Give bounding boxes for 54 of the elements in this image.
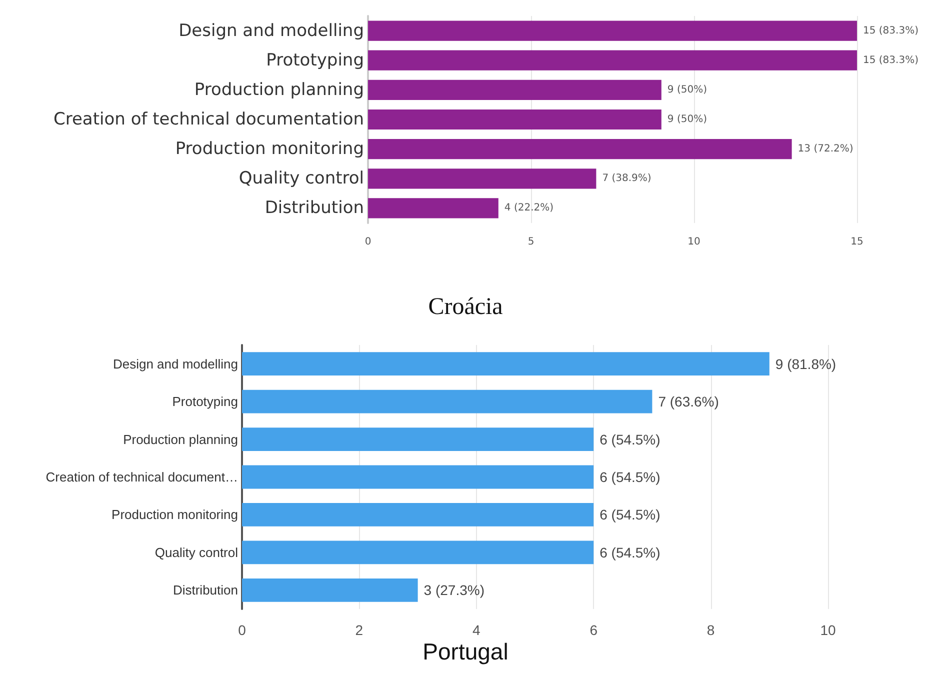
y-tick-label: Quality control: [238, 168, 364, 189]
bar: [242, 540, 594, 564]
data-label: 3 (27.3%): [424, 582, 485, 598]
bar: [242, 503, 594, 526]
x-tick-label: 10: [688, 236, 700, 248]
y-tick-label: Creation of technical document…: [46, 470, 238, 484]
x-tick-label: 6: [590, 622, 598, 638]
data-label: 15 (83.3%): [863, 54, 919, 66]
y-tick-label: Prototyping: [266, 50, 364, 70]
bar: [368, 50, 857, 70]
bar: [368, 168, 596, 189]
bar: [368, 139, 792, 160]
y-tick-label: Production planning: [194, 80, 364, 100]
data-label: 9 (50%): [667, 84, 708, 96]
y-tick-label: Design and modelling: [112, 356, 238, 372]
bar: [242, 428, 594, 451]
x-tick-label: 0: [364, 236, 372, 248]
data-label: 13 (72.2%): [798, 144, 854, 155]
data-label: 6 (54.5%): [600, 506, 660, 523]
x-tick-label: 5: [528, 236, 534, 248]
y-tick-label: Quality control: [154, 544, 238, 560]
y-tick-label: Distribution: [264, 198, 364, 218]
y-tick-label: Distribution: [172, 582, 238, 598]
data-label: 15 (83.3%): [863, 25, 919, 36]
data-label: 7 (38.9%): [602, 173, 652, 184]
data-label: 4 (22.2%): [504, 202, 554, 214]
data-label: 6 (54.5%): [600, 431, 660, 448]
bar: [368, 20, 857, 41]
y-tick-label: Production monitoring: [112, 507, 238, 522]
data-label: 6 (54.5%): [600, 469, 660, 485]
x-tick-label: 4: [472, 622, 480, 638]
data-label: 9 (50%): [667, 114, 708, 125]
y-tick-label: Prototyping: [172, 394, 238, 410]
bar: [242, 352, 770, 376]
text: Croácia: [428, 294, 504, 320]
x-tick-label: 8: [706, 622, 715, 638]
data-label: 9 (81.8%): [775, 356, 836, 372]
x-tick-label: 0: [238, 622, 246, 638]
y-tick-label: Production planning: [123, 432, 238, 447]
bar: [242, 465, 594, 489]
y-tick-label: Production monitoring: [175, 139, 364, 160]
y-tick-label: Creation of technical documentation: [53, 110, 364, 130]
y-tick-label: Design and modelling: [178, 20, 364, 41]
bar: [368, 109, 662, 130]
bar: [242, 578, 418, 602]
bar: [242, 390, 652, 414]
x-tick-label: 10: [820, 622, 836, 638]
data-label: 6 (54.5%): [600, 544, 660, 560]
data-label: 7 (63.6%): [658, 394, 719, 410]
text: Portugal: [422, 638, 508, 664]
bar: [368, 198, 498, 218]
bar: [368, 80, 662, 100]
x-tick-label: 2: [355, 622, 364, 638]
x-tick-label: 15: [850, 236, 864, 248]
